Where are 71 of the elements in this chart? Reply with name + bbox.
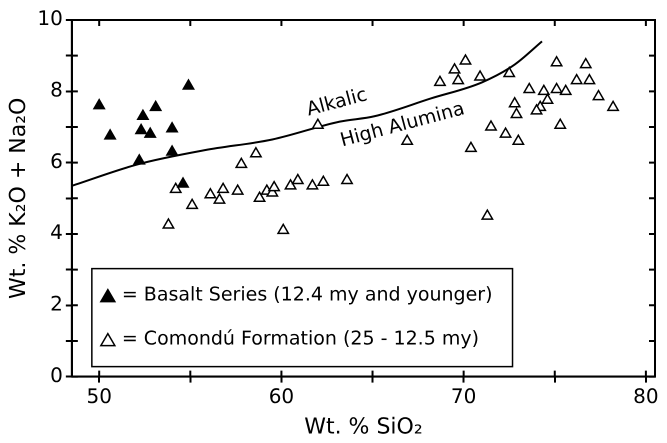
point bbox=[93, 98, 106, 110]
point bbox=[530, 104, 542, 115]
point bbox=[500, 127, 512, 138]
point bbox=[485, 120, 497, 131]
point bbox=[170, 182, 182, 194]
point bbox=[284, 179, 296, 190]
point bbox=[254, 192, 266, 202]
point bbox=[135, 124, 148, 134]
point bbox=[104, 129, 116, 140]
point bbox=[182, 79, 194, 90]
point bbox=[464, 142, 477, 152]
y-axis-title: Wt. % K₂O + Na₂O bbox=[6, 98, 31, 299]
x-axis-title: Wt. % SiO₂ bbox=[304, 414, 423, 440]
point bbox=[607, 100, 620, 112]
point bbox=[401, 134, 414, 145]
point bbox=[232, 184, 244, 195]
point bbox=[538, 84, 550, 96]
point bbox=[235, 158, 248, 168]
legend-label: = Basalt Series (12.4 my and younger) bbox=[122, 284, 493, 306]
point bbox=[592, 90, 604, 100]
point bbox=[481, 209, 494, 220]
point bbox=[512, 134, 524, 145]
point bbox=[317, 176, 330, 186]
point bbox=[277, 224, 290, 234]
point bbox=[136, 110, 149, 120]
point bbox=[570, 74, 583, 84]
legend-label: = Comondú Formation (25 - 12.5 my) bbox=[122, 328, 479, 350]
point bbox=[452, 74, 464, 84]
point bbox=[162, 218, 174, 229]
point bbox=[448, 63, 460, 74]
point bbox=[204, 188, 216, 198]
point bbox=[144, 127, 156, 138]
x-tick-label: 80 bbox=[633, 384, 659, 408]
point bbox=[503, 66, 516, 78]
x-tick-label: 60 bbox=[268, 384, 294, 408]
point bbox=[560, 84, 572, 96]
point bbox=[166, 145, 178, 156]
point bbox=[434, 76, 446, 86]
point bbox=[186, 198, 198, 210]
y-tick-label: 2 bbox=[50, 291, 63, 316]
y-tick-label: 0 bbox=[50, 362, 63, 387]
point bbox=[550, 56, 563, 67]
point bbox=[214, 193, 226, 204]
point bbox=[177, 177, 189, 188]
x-tick-label: 50 bbox=[86, 384, 112, 408]
x-tick-label: 70 bbox=[450, 384, 476, 408]
point bbox=[133, 154, 146, 165]
point bbox=[474, 70, 486, 81]
point bbox=[554, 118, 566, 129]
y-tick-label: 8 bbox=[50, 78, 63, 102]
point bbox=[306, 179, 318, 190]
point bbox=[268, 180, 280, 192]
point bbox=[341, 174, 353, 184]
point bbox=[166, 122, 178, 133]
point bbox=[583, 74, 596, 84]
point bbox=[542, 93, 554, 104]
point bbox=[217, 182, 230, 194]
point bbox=[460, 54, 472, 65]
annotation: Alkalic bbox=[304, 83, 370, 120]
point bbox=[580, 58, 592, 68]
y-tick-label: 10 bbox=[37, 6, 63, 30]
point bbox=[510, 108, 522, 118]
point bbox=[550, 82, 563, 94]
y-tick-label: 6 bbox=[50, 148, 63, 173]
point bbox=[312, 118, 324, 129]
point bbox=[508, 97, 521, 108]
point bbox=[523, 82, 536, 94]
point bbox=[292, 174, 304, 184]
point bbox=[150, 100, 162, 112]
y-tick-label: 4 bbox=[50, 220, 63, 244]
point bbox=[250, 146, 262, 158]
